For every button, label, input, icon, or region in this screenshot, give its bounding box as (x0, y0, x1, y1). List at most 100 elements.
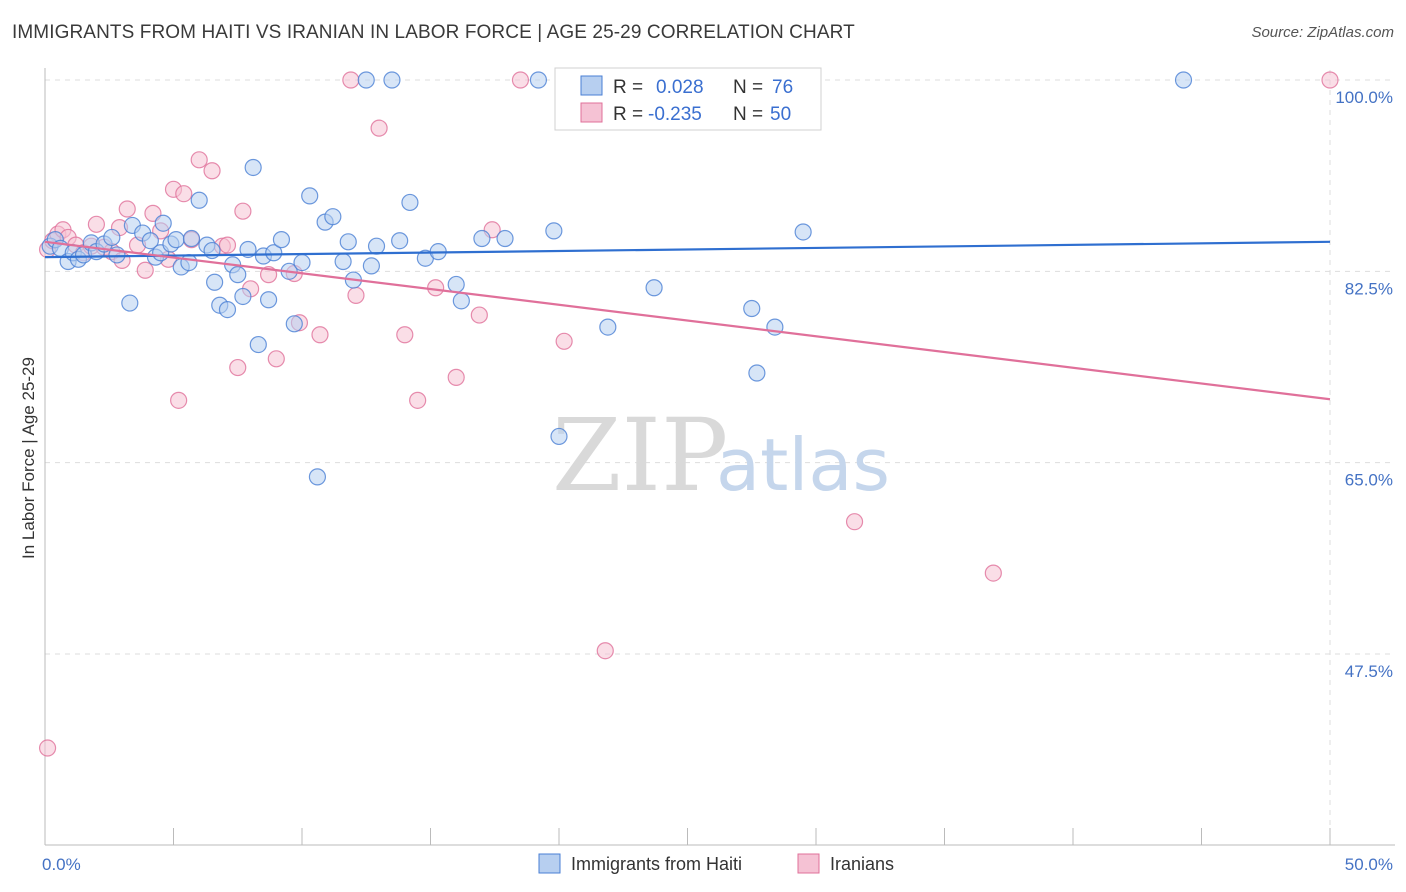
point-haiti-67 (743, 299, 761, 318)
point-iranians-13 (118, 200, 136, 218)
point-haiti-24 (190, 191, 208, 209)
point-haiti-61 (496, 229, 514, 248)
stats-legend-swatch-haiti (580, 75, 603, 96)
point-iranians-47 (845, 513, 864, 531)
point-haiti-46 (324, 208, 342, 226)
point-haiti-10 (103, 228, 121, 247)
point-iranians-20 (170, 391, 188, 409)
point-iranians-24 (203, 162, 221, 180)
point-iranians-37 (370, 119, 388, 137)
point-haiti-62 (529, 71, 548, 89)
point-haiti-44 (308, 468, 327, 486)
stats-legend: R = 0.028 N = 76 R = -0.235 N = 50 (554, 67, 822, 131)
point-haiti-71 (1174, 71, 1193, 89)
point-iranians-21 (175, 185, 193, 203)
point-haiti-32 (234, 287, 252, 306)
point-haiti-55 (401, 193, 419, 212)
point-haiti-50 (357, 71, 375, 89)
point-iranians-45 (555, 332, 573, 350)
point-iranians-31 (267, 350, 285, 368)
point-haiti-12 (121, 294, 139, 312)
point-haiti-53 (383, 71, 401, 89)
legend-label-iranians: Iranians (830, 854, 894, 874)
point-iranians-8 (87, 215, 106, 233)
point-haiti-31 (229, 266, 247, 284)
point-iranians-41 (447, 368, 465, 386)
point-iranians-50 (38, 739, 57, 757)
point-haiti-47 (334, 252, 352, 271)
point-iranians-34 (311, 326, 329, 344)
point-haiti-51 (362, 257, 380, 275)
stats-n-label-iranians: N = (733, 104, 763, 125)
stats-n-label-haiti: N = (733, 77, 763, 98)
point-haiti-66 (645, 279, 663, 297)
stats-r-label-iranians: R = (613, 104, 643, 125)
point-haiti-60 (473, 229, 491, 248)
point-iranians-15 (136, 261, 154, 279)
point-haiti-42 (293, 253, 311, 272)
point-haiti-37 (259, 291, 278, 309)
point-iranians-38 (396, 326, 414, 344)
point-haiti-15 (141, 232, 159, 250)
watermark-zip: ZIP (552, 397, 728, 514)
point-haiti-68 (748, 364, 766, 382)
stats-r-value-haiti: 0.028 (656, 77, 704, 98)
point-haiti-63 (545, 222, 563, 240)
point-haiti-35 (249, 335, 267, 354)
stats-legend-swatch-iranians (580, 102, 603, 123)
trend-line-haiti (44, 240, 1331, 259)
point-iranians-28 (234, 202, 252, 220)
point-haiti-27 (206, 273, 224, 291)
watermark: ZIP atlas (552, 397, 890, 514)
y-tick-label-2: 82.5% (1345, 279, 1393, 298)
bottom-legend: Immigrants from Haiti Iranians (538, 853, 894, 874)
point-iranians-39 (409, 391, 427, 409)
point-iranians-42 (470, 306, 488, 324)
x-tick-labels: 0.0% 50.0% (42, 855, 1393, 874)
point-haiti-48 (339, 233, 357, 251)
stats-n-value-iranians: 50 (770, 104, 791, 125)
watermark-atlas: atlas (716, 423, 890, 507)
axes (44, 68, 1395, 846)
point-haiti-29 (218, 301, 237, 319)
y-tick-label-0: 47.5% (1345, 662, 1393, 681)
point-iranians-35 (342, 71, 360, 89)
point-haiti-41 (285, 315, 303, 333)
point-haiti-18 (154, 214, 172, 232)
point-iranians-44 (511, 71, 530, 89)
point-iranians-23 (190, 151, 208, 169)
point-iranians-49 (1321, 71, 1339, 89)
x-tick-label-0: 0.0% (42, 855, 81, 874)
trend-lines (44, 240, 1331, 401)
point-iranians-48 (984, 564, 1002, 582)
legend-swatch-haiti (538, 853, 561, 874)
chart-title: IMMIGRANTS FROM HAITI VS IRANIAN IN LABO… (12, 22, 855, 43)
point-haiti-59 (452, 292, 470, 310)
point-haiti-22 (180, 253, 198, 272)
point-iranians-40 (427, 279, 445, 297)
trend-line-iranians (44, 240, 1331, 401)
point-iranians-27 (229, 358, 247, 377)
point-haiti-39 (272, 231, 291, 249)
stats-r-value-iranians: -0.235 (648, 104, 702, 125)
legend-swatch-iranians (797, 853, 820, 874)
point-iranians-36 (347, 286, 365, 304)
point-haiti-33 (239, 240, 257, 259)
y-tick-labels: 47.5% 65.0% 82.5% 100.0% (1335, 88, 1393, 681)
point-haiti-65 (599, 318, 617, 336)
point-haiti-34 (244, 158, 262, 177)
point-iranians-46 (596, 642, 614, 660)
x-tick-label-1: 50.0% (1345, 855, 1393, 874)
point-haiti-58 (447, 275, 465, 294)
point-haiti-38 (265, 244, 283, 262)
point-haiti-43 (301, 187, 319, 205)
point-haiti-52 (367, 237, 386, 255)
point-haiti-23 (182, 229, 201, 248)
point-haiti-54 (391, 232, 409, 250)
point-haiti-64 (550, 427, 568, 446)
point-haiti-70 (794, 223, 812, 241)
y-tick-label-3: 100.0% (1335, 88, 1393, 107)
point-iranians-26 (218, 236, 237, 254)
stats-r-label-haiti: R = (613, 77, 643, 98)
stats-n-value-haiti: 76 (772, 77, 793, 98)
